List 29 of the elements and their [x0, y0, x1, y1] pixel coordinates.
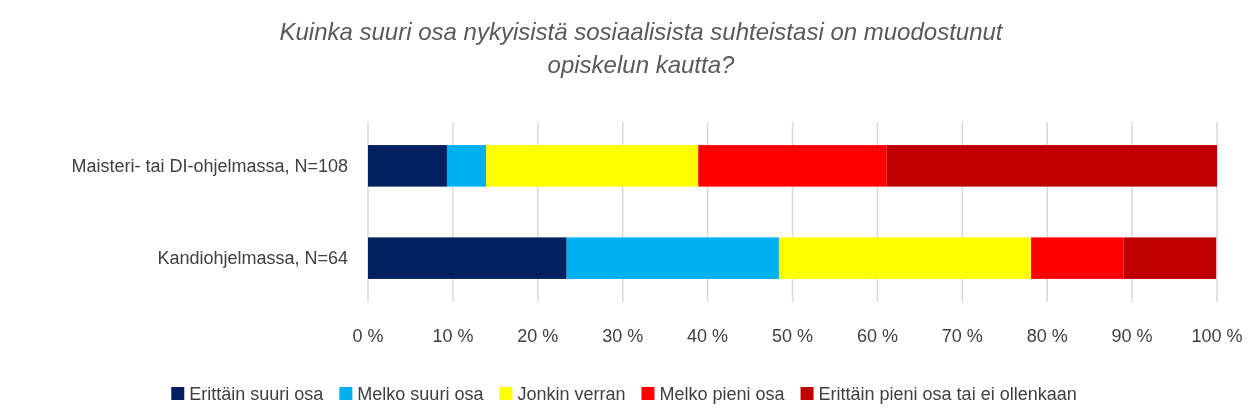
- x-tick-label: 90 %: [1111, 326, 1153, 346]
- bar: [886, 145, 1217, 187]
- x-tick-label: 0 %: [352, 326, 384, 346]
- bar: [486, 145, 699, 187]
- bar: [1123, 237, 1217, 279]
- bar: [698, 145, 887, 187]
- x-tick-label: 10 %: [432, 326, 474, 346]
- legend-label: Melko suuri osa: [357, 384, 485, 404]
- bar: [446, 145, 487, 187]
- legend-label: Melko pieni osa: [659, 384, 786, 404]
- x-tick-label: 60 %: [856, 326, 898, 346]
- bar: [1031, 237, 1124, 279]
- x-tick-label: 20 %: [517, 326, 559, 346]
- legend-label: Erittäin suuri osa: [189, 384, 325, 404]
- bar: [566, 237, 779, 279]
- bar: [368, 237, 567, 279]
- y-tick-label: Maisteri- tai DI-ohjelmassa, N=108: [71, 156, 348, 177]
- bar: [778, 237, 1032, 279]
- x-tick-label: 30 %: [602, 326, 644, 346]
- x-tick-label: 40 %: [687, 326, 729, 346]
- y-tick-label: Kandiohjelmassa, N=64: [157, 248, 348, 269]
- legend-label: Jonkin verran: [517, 384, 626, 404]
- x-tick-label: 80 %: [1026, 326, 1068, 346]
- x-tick-label: 70 %: [941, 326, 983, 346]
- x-tick-label: 100 %: [1191, 326, 1243, 346]
- legend-label: Erittäin pieni osa tai ei ollenkaan: [818, 384, 1077, 404]
- bar: [368, 145, 447, 187]
- x-tick-label: 50 %: [771, 326, 814, 346]
- chart-title: Kuinka suuri osa nykyisistä sosiaalisista suhteistasi on muodostunut opiskelun kautta?: [279, 18, 1004, 78]
